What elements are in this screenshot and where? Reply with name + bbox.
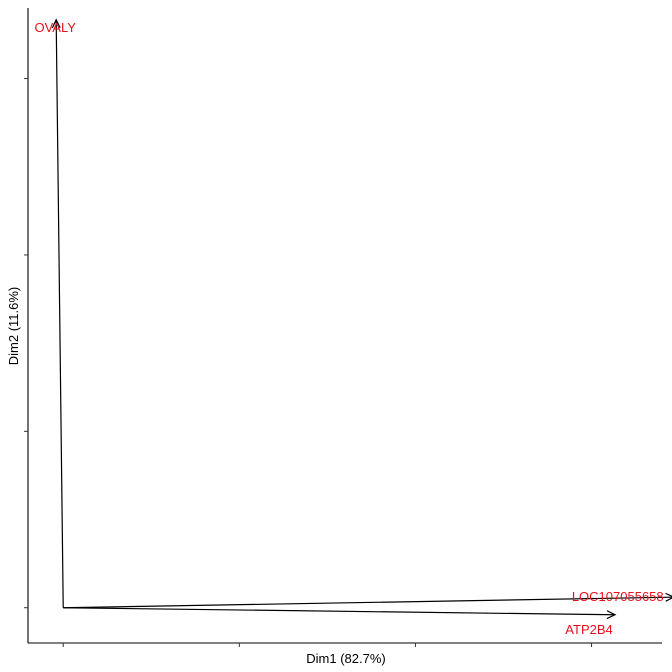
x-axis-title: Dim1 (82.7%) [306, 651, 385, 666]
label-atp2b4: ATP2B4 [565, 622, 612, 637]
arrow-ovaly [55, 19, 64, 608]
arrows [51, 18, 672, 620]
variable-labels: OVALY LOC107055658 ATP2B4 [34, 20, 663, 637]
axes [27, 8, 662, 644]
label-ovaly: OVALY [34, 20, 76, 35]
y-axis-title: Dim2 (11.6%) [6, 287, 21, 366]
label-loc107055658: LOC107055658 [572, 589, 664, 604]
arrow-head-atp2b4 [606, 610, 617, 620]
arrow-loc107055658 [63, 596, 672, 609]
ticks [24, 78, 593, 647]
arrow-head-ovaly [51, 18, 61, 29]
arrow-head-loc107055658 [665, 592, 672, 602]
arrow-atp2b4 [63, 607, 616, 616]
